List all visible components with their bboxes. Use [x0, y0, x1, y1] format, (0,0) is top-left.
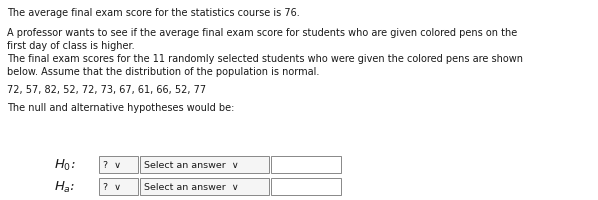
- Text: A professor wants to see if the average final exam score for students who are gi: A professor wants to see if the average …: [7, 28, 517, 38]
- Text: first day of class is higher.: first day of class is higher.: [7, 41, 135, 51]
- Text: 72, 57, 82, 52, 72, 73, 67, 61, 66, 52, 77: 72, 57, 82, 52, 72, 73, 67, 61, 66, 52, …: [7, 85, 206, 94]
- Text: below. Assume that the distribution of the population is normal.: below. Assume that the distribution of t…: [7, 66, 319, 76]
- FancyBboxPatch shape: [140, 178, 269, 196]
- Text: The final exam scores for the 11 randomly selected students who were given the c: The final exam scores for the 11 randoml…: [7, 53, 523, 63]
- Text: $H_a$:: $H_a$:: [54, 179, 75, 195]
- Text: The average final exam score for the statistics course is 76.: The average final exam score for the sta…: [7, 8, 300, 18]
- Text: Select an answer  ∨: Select an answer ∨: [144, 183, 239, 191]
- FancyBboxPatch shape: [99, 178, 138, 196]
- FancyBboxPatch shape: [140, 156, 269, 174]
- Text: ?  ∨: ? ∨: [103, 183, 121, 191]
- FancyBboxPatch shape: [271, 156, 341, 174]
- FancyBboxPatch shape: [99, 156, 138, 174]
- Text: $H_0$:: $H_0$:: [54, 157, 75, 173]
- Text: ?  ∨: ? ∨: [103, 161, 121, 169]
- Text: The null and alternative hypotheses would be:: The null and alternative hypotheses woul…: [7, 103, 234, 113]
- FancyBboxPatch shape: [271, 178, 341, 196]
- Text: Select an answer  ∨: Select an answer ∨: [144, 161, 239, 169]
